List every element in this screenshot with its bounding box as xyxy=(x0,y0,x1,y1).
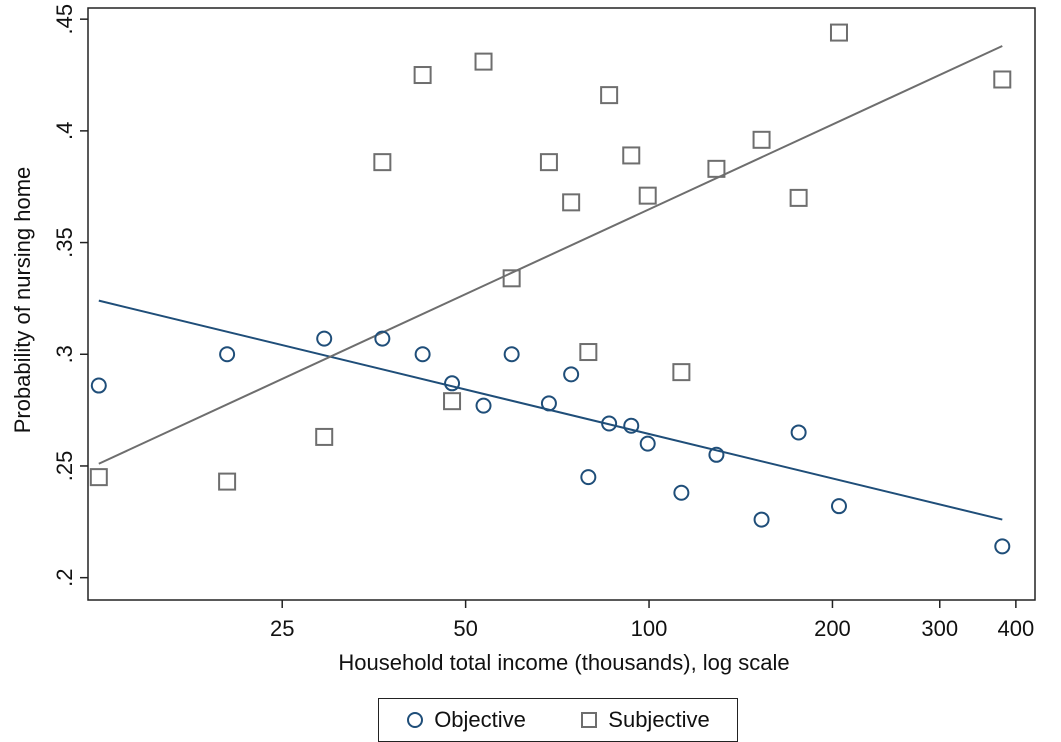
point-subjective xyxy=(218,472,237,491)
point-subjective xyxy=(562,193,581,212)
y-axis-title: Probability of nursing home xyxy=(10,167,35,434)
square-marker-icon xyxy=(581,712,598,728)
point-objective xyxy=(444,375,461,392)
point-objective xyxy=(753,511,770,528)
point-objective xyxy=(374,330,391,347)
legend-item-objective: Objective xyxy=(406,707,526,733)
point-subjective xyxy=(789,188,808,207)
point-objective xyxy=(316,330,333,347)
fit-line-subjective xyxy=(98,45,1003,465)
point-subjective xyxy=(474,52,493,71)
fit-lines xyxy=(98,45,1003,521)
point-subjective xyxy=(373,153,392,172)
y-tick-label: .25 xyxy=(52,451,77,482)
point-objective xyxy=(414,346,431,363)
x-tick-label: 100 xyxy=(631,616,668,641)
point-subjective xyxy=(993,70,1012,89)
point-objective xyxy=(623,417,640,434)
y-tick-label: .45 xyxy=(52,4,77,35)
scatter-chart: .2 .25 .3 .35 .4 .45 25 50 100 200 300 400 Probabil… xyxy=(10,4,1036,675)
y-tick-label: .35 xyxy=(52,227,77,258)
point-objective xyxy=(563,366,580,383)
legend: Objective Subjective xyxy=(378,698,738,742)
point-subjective xyxy=(89,468,108,487)
axes: .2 .25 .3 .35 .4 .45 25 50 100 200 300 400 xyxy=(52,4,1036,641)
point-objective xyxy=(503,346,520,363)
point-objective xyxy=(540,395,557,412)
point-objective xyxy=(219,346,236,363)
x-tick-label: 50 xyxy=(453,616,477,641)
legend-item-subjective: Subjective xyxy=(580,707,710,733)
point-objective xyxy=(639,435,656,452)
plot-frame xyxy=(87,7,1036,601)
point-subjective xyxy=(579,343,598,362)
legend-label-objective: Objective xyxy=(434,707,526,732)
point-objective xyxy=(830,498,847,515)
point-subjective xyxy=(539,153,558,172)
point-objective xyxy=(994,538,1011,555)
point-subjective xyxy=(413,66,432,85)
markers xyxy=(89,23,1012,555)
circle-marker-icon xyxy=(407,712,424,728)
y-tick-label: .3 xyxy=(52,345,77,363)
point-subjective xyxy=(443,392,462,411)
point-subjective xyxy=(638,186,657,205)
point-subjective xyxy=(502,269,521,288)
point-subjective xyxy=(622,146,641,165)
point-objective xyxy=(90,377,107,394)
x-tick-label: 300 xyxy=(921,616,958,641)
point-subjective xyxy=(672,363,691,382)
point-objective xyxy=(708,446,725,463)
point-objective xyxy=(475,397,492,414)
x-tick-label: 200 xyxy=(814,616,851,641)
legend-label-subjective: Subjective xyxy=(608,707,710,732)
y-tick-label: .4 xyxy=(52,122,77,140)
x-axis-title: Household total income (thousands), log … xyxy=(338,650,789,675)
point-subjective xyxy=(600,86,619,105)
point-objective xyxy=(601,415,618,432)
point-subjective xyxy=(707,159,726,178)
point-objective xyxy=(790,424,807,441)
x-tick-label: 400 xyxy=(998,616,1035,641)
x-tick-label: 25 xyxy=(270,616,294,641)
point-subjective xyxy=(829,23,848,42)
point-subjective xyxy=(315,427,334,446)
y-tick-label: .2 xyxy=(52,568,77,586)
point-objective xyxy=(673,484,690,501)
point-subjective xyxy=(752,130,771,149)
point-objective xyxy=(580,469,597,486)
